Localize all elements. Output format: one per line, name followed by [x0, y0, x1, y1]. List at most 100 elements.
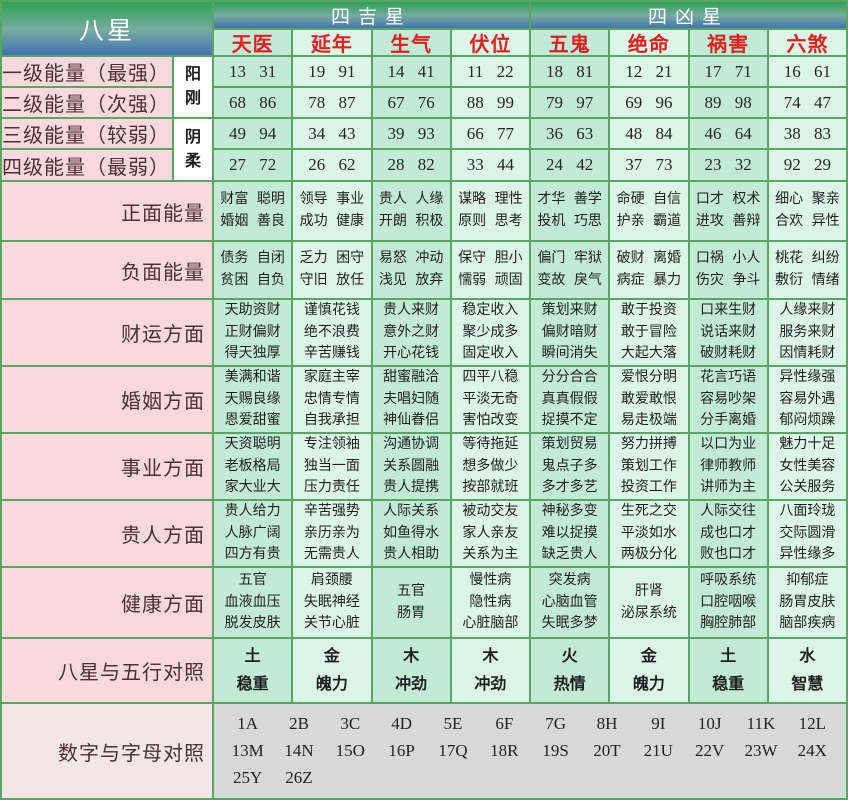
energy-values-cell: 28 82	[372, 150, 450, 180]
energy-values-cell: 68 86	[214, 88, 292, 117]
attribute-cell: 异性缘强 容易外遇 郁闷烦躁	[768, 367, 846, 432]
attribute-cell: 人际交往 成也口才 败也口才	[689, 501, 767, 566]
energy-values-cell: 79 97	[531, 88, 609, 117]
energy-values-cell: 36 63	[531, 119, 609, 148]
attribute-cell: 五官 血液血压 脱发皮肤	[214, 568, 292, 637]
energy-values-cell: 11 22	[451, 57, 529, 86]
attribute-cell: 人际关系 如鱼得水 贵人相助	[372, 501, 450, 566]
attribute-cell: 突发病 心脑血管 失眠多梦	[531, 568, 609, 637]
five-element-cell: 木冲劲	[451, 639, 529, 702]
attribute-cell: 神秘多变 难以捉摸 缺乏贵人	[531, 501, 609, 566]
energy-values-cell: 24 42	[531, 150, 609, 180]
number-letter-pair: 1A	[237, 714, 259, 733]
energy-values-cell: 33 44	[451, 150, 529, 180]
energy-values-cell: 16 61	[768, 57, 846, 86]
five-element-cell: 土稳重	[689, 639, 767, 702]
attribute-cell: 以口为业 律师教师 讲师为主	[689, 434, 767, 499]
attribute-cell: 辛苦强势 亲历亲为 无需贵人	[293, 501, 371, 566]
number-letter-pair: 16P	[388, 741, 415, 760]
energy-values-cell: 48 84	[610, 119, 688, 148]
number-letter-pair: 23W	[744, 741, 778, 760]
attribute-cell: 破财 离婚 病症 暴力	[610, 242, 688, 298]
star-header-7: 祸害	[689, 30, 767, 55]
attribute-cell: 策划来财 偏财暗财 瞬间消失	[531, 300, 609, 365]
row-label-2: 负面能量	[2, 242, 212, 298]
number-letter-pair: 2B	[289, 714, 309, 733]
number-letter-pair: 3C	[340, 714, 361, 733]
attribute-cell: 细心 聚亲 合欢 异性	[768, 182, 846, 240]
attribute-cell: 魅力十足 女性美容 公关服务	[768, 434, 846, 499]
attribute-cell: 五官 肠胃	[372, 568, 450, 637]
number-letter-pair: 10J	[697, 714, 722, 733]
number-letter-pair: 15O	[335, 741, 365, 760]
yin-rou-label: 阴柔	[174, 119, 212, 180]
energy-values-cell: 23 32	[689, 150, 767, 180]
energy-values-cell: 88 99	[451, 88, 529, 117]
attribute-cell: 八面玲珑 交际圆滑 异性缘多	[768, 501, 846, 566]
energy-values-cell: 34 43	[293, 119, 371, 148]
attribute-cell: 领导 事业 成功 健康	[293, 182, 371, 240]
energy-values-cell: 19 91	[293, 57, 371, 86]
attribute-cell: 被动交友 家人亲友 关系为主	[451, 501, 529, 566]
attribute-cell: 美满和谐 天赐良缘 恩爱甜蜜	[214, 367, 292, 432]
attribute-cell: 桃花 纠纷 敷衍 情绪	[768, 242, 846, 298]
attribute-cell: 乏力 困守 守旧 放任	[293, 242, 371, 298]
attribute-cell: 谨慎花钱 绝不浪费 辛苦赚钱	[293, 300, 371, 365]
number-letter-pair: 6F	[495, 714, 514, 733]
yang-gang-label: 阳刚	[174, 57, 212, 117]
energy-values-cell: 12 21	[610, 57, 688, 86]
star-header-4: 伏位	[451, 30, 529, 55]
attribute-cell: 抑郁症 肠胃皮肤 脑部疾病	[768, 568, 846, 637]
number-letter-pair: 8H	[596, 714, 618, 733]
attribute-cell: 沟通协调 关系圆融 贵人提携	[372, 434, 450, 499]
number-letter-pair: 20T	[593, 741, 621, 760]
attribute-cell: 分分合合 真真假假 捉摸不定	[531, 367, 609, 432]
attribute-cell: 债务 自闭 贫困 自负	[214, 242, 292, 298]
attribute-cell: 口来生财 说话来财 破财耗财	[689, 300, 767, 365]
number-letter-pair: 22V	[695, 741, 725, 760]
number-letter-pair: 7G	[545, 714, 567, 733]
attribute-cell: 天助资财 正财偏财 得天独厚	[214, 300, 292, 365]
energy-values-cell: 89 98	[689, 88, 767, 117]
attribute-cell: 保守 胆小 懦弱 顽固	[451, 242, 529, 298]
number-letter-pair: 13M	[231, 741, 264, 760]
number-letter-pair: 11K	[746, 714, 776, 733]
number-letter-pair: 24X	[797, 741, 827, 760]
energy-values-cell: 18 81	[531, 57, 609, 86]
attribute-cell: 口祸 小人 伤灾 争斗	[689, 242, 767, 298]
star-header-5: 五鬼	[531, 30, 609, 55]
number-letter-grid: 1A 2B 3C 4D 5E 6F 7G 8H 9I 10J 11K 12L 13M 14N 15O 16P 1…	[214, 704, 846, 798]
energy-values-cell: 17 71	[689, 57, 767, 86]
star-header-1: 天医	[214, 30, 292, 55]
attribute-cell: 命硬 自信 护亲 霸道	[610, 182, 688, 240]
attribute-cell: 贵人来财 意外之财 开心花钱	[372, 300, 450, 365]
attribute-cell: 专注领袖 独当一面 压力责任	[293, 434, 371, 499]
energy-values-cell: 27 72	[214, 150, 292, 180]
energy-values-cell: 69 96	[610, 88, 688, 117]
five-element-cell: 水智慧	[768, 639, 846, 702]
energy-values-cell: 66 77	[451, 119, 529, 148]
five-element-cell: 金魄力	[293, 639, 371, 702]
star-header-2: 延年	[293, 30, 371, 55]
attribute-cell: 肝肾 泌尿系统	[610, 568, 688, 637]
energy-values-cell: 67 76	[372, 88, 450, 117]
attribute-cell: 呼吸系统 口腔咽喉 胸腔肺部	[689, 568, 767, 637]
attribute-cell: 肩颈腰 失眠神经 关节心脏	[293, 568, 371, 637]
row-label-6: 贵人方面	[2, 501, 212, 566]
five-element-cell: 木冲劲	[372, 639, 450, 702]
number-letter-pair: 18R	[490, 741, 519, 760]
number-letter-pair: 21U	[643, 741, 673, 760]
attribute-cell: 花言巧语 容易吵架 分手离婚	[689, 367, 767, 432]
attribute-cell: 四平八稳 平淡无奇 害怕改变	[451, 367, 529, 432]
attribute-cell: 人缘来财 服务来财 因情耗财	[768, 300, 846, 365]
star-header-6: 绝命	[610, 30, 688, 55]
attribute-cell: 等待拖延 想多做少 按部就班	[451, 434, 529, 499]
row-label-1: 正面能量	[2, 182, 212, 240]
number-letter-pair: 4D	[391, 714, 413, 733]
row-label-5: 事业方面	[2, 434, 212, 499]
number-letter-pair: 9I	[651, 714, 666, 733]
energy-values-cell: 49 94	[214, 119, 292, 148]
number-letter-pair: 19S	[542, 741, 569, 760]
table-title: 八星	[2, 2, 212, 55]
attribute-cell: 稳定收入 聚少成多 固定收入	[451, 300, 529, 365]
